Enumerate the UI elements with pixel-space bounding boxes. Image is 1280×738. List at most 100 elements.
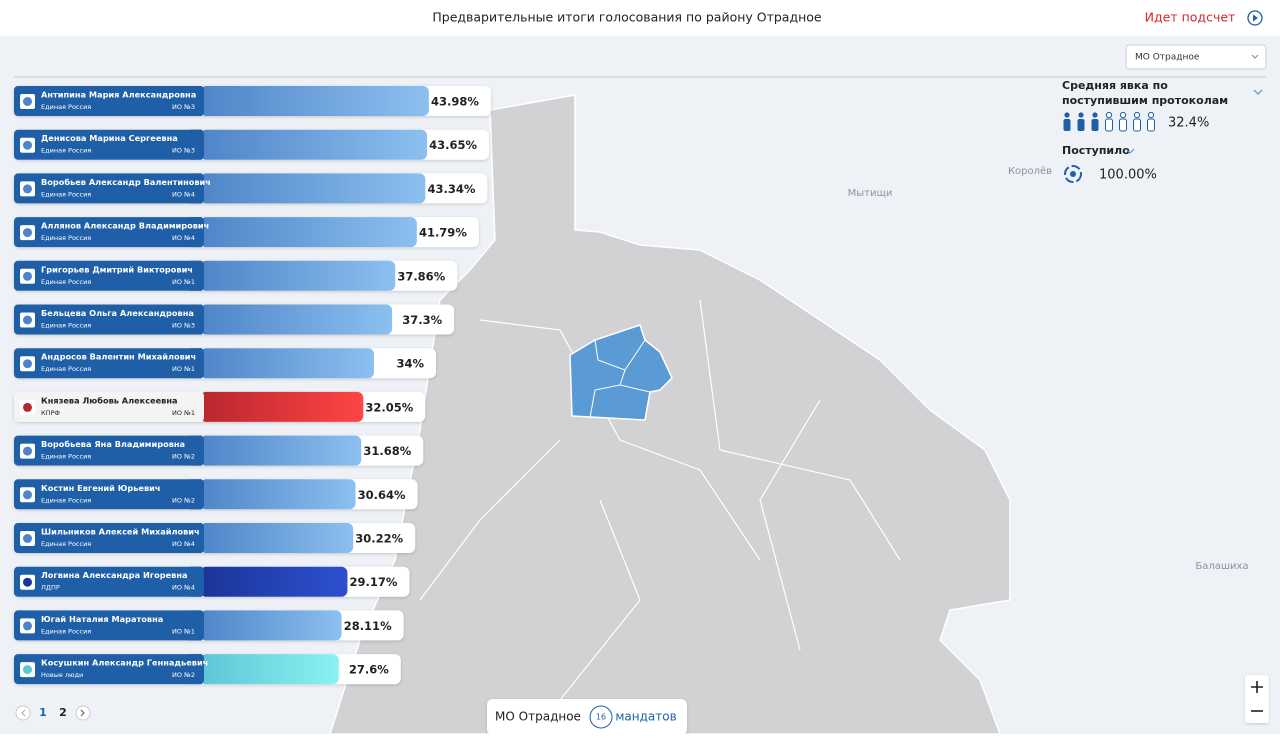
name-block (14, 654, 204, 685)
value-label: 37.3% (402, 313, 442, 327)
page-number[interactable]: 2 (59, 706, 67, 719)
candidate-name: Воробьев Александр Валентинович (41, 177, 211, 187)
name-block-edge (190, 654, 202, 685)
bar (200, 260, 396, 291)
bar (200, 173, 426, 204)
bar (200, 391, 364, 422)
candidate-district: ИО №4 (172, 190, 195, 198)
candidate-party: Единая Россия (41, 540, 91, 548)
candidate-name: Логвина Александра Игоревна (41, 570, 188, 580)
party-logo-mark (23, 665, 32, 675)
chevron[interactable] (1253, 89, 1263, 95)
mandates-count: 16 (596, 713, 606, 722)
candidate-party: Единая Россия (41, 627, 91, 635)
name-block-edge (190, 86, 202, 116)
turnout-icons (1063, 111, 1155, 132)
name-block-edge (190, 610, 202, 641)
bar (200, 348, 374, 379)
candidate-row: Бельцева Ольга Александровна Единая Росси… (14, 304, 455, 335)
bar (200, 479, 356, 510)
party-logo-mark (23, 315, 32, 325)
play-button[interactable] (1247, 10, 1263, 26)
bar (200, 610, 342, 641)
name-block (14, 348, 204, 379)
footer-pill (487, 699, 687, 735)
candidate-party: Единая Россия (41, 322, 91, 330)
candidate-row: Антипина Мария Александровна Единая Росси… (14, 86, 491, 116)
name-block-edge (190, 391, 202, 422)
candidate-district: ИО №1 (172, 278, 195, 286)
candidate-row: Шильников Алексей Михайлович Единая Росси… (14, 523, 416, 553)
bar (200, 304, 393, 335)
candidate-district: ИО №2 (172, 496, 195, 504)
name-block (14, 523, 204, 553)
candidate-row: Воробьев Александр Валентинович Единая Ро… (14, 173, 488, 204)
candidate-name: Денисова Марина Сергеевна (41, 133, 178, 143)
candidate-party: Единая Россия (41, 103, 91, 111)
candidate-name: Югай Наталия Маратовна (41, 614, 163, 624)
next-page[interactable] (75, 705, 91, 721)
candidate-party: Новые люди (41, 671, 83, 679)
name-block (14, 217, 204, 248)
candidate-row: Югай Наталия Маратовна Единая Россия ИО №1… (14, 610, 404, 641)
person-head (1119, 111, 1127, 119)
footer-area: МО Отрадное (495, 710, 581, 724)
candidate-party: ЛДПР (41, 584, 60, 592)
turnout-value: 32.4% (1168, 116, 1209, 131)
party-logo-mark (23, 97, 32, 106)
party-logo-mark (23, 228, 32, 238)
candidate-name: Григорьев Дмитрий Викторович (41, 264, 193, 274)
name-block (14, 86, 204, 116)
candidate-party: КПРФ (41, 409, 60, 417)
person-head (1064, 112, 1070, 118)
bar (200, 129, 428, 160)
candidate-party: Единая Россия (41, 496, 91, 504)
party-logo-mark (23, 271, 32, 281)
value-label: 41.79% (419, 226, 467, 240)
value-label: 43.98% (431, 95, 479, 109)
chevron[interactable] (1125, 148, 1135, 154)
name-block (14, 435, 204, 466)
name-block (14, 391, 204, 422)
name-block (14, 260, 204, 291)
candidate-party: Единая Россия (41, 234, 91, 242)
name-block (14, 566, 204, 597)
person-body (1119, 118, 1127, 132)
area-select[interactable]: МО Отрадное (1125, 44, 1267, 70)
candidate-party: Единая Россия (41, 453, 91, 461)
party-logo-mark (23, 402, 32, 412)
candidate-row: Логвина Александра Игоревна ЛДПР ИО №4 29.1… (14, 566, 410, 597)
candidate-name: Андросов Валентин Михайлович (41, 352, 196, 362)
candidate-party: Единая Россия (41, 365, 91, 373)
prev-page[interactable] (15, 705, 31, 721)
value-label: 27.6% (349, 663, 389, 677)
candidate-name: Косушкин Александр Геннадьевич (41, 658, 208, 668)
candidate-row: Костин Евгений Юрьевич Единая Россия ИО №2… (14, 479, 418, 510)
header (0, 0, 1280, 36)
party-logo-mark (23, 140, 32, 150)
person-body (1147, 118, 1155, 132)
person-head (1078, 112, 1084, 118)
mandates-circle (589, 705, 613, 729)
bar (200, 654, 339, 685)
page-title: Предварительные итоги голосования по рай… (432, 10, 822, 25)
name-block (14, 304, 204, 335)
page-number[interactable]: 1 (39, 706, 47, 719)
bar (200, 435, 362, 466)
candidate-district: ИО №2 (172, 453, 195, 461)
zoom-in[interactable] (1251, 681, 1263, 693)
candidate-row: Аллянов Александр Владимирович Единая Рос… (14, 217, 479, 248)
name-block-edge (190, 435, 202, 466)
name-block-edge (190, 523, 202, 553)
highlighted-district (569, 324, 673, 421)
candidate-district: ИО №1 (172, 365, 195, 373)
bar (200, 566, 348, 597)
value-label: 32.05% (365, 400, 413, 414)
person-body (1077, 119, 1085, 131)
name-block-edge (190, 348, 202, 379)
party-logo-mark (23, 359, 32, 369)
received-title: Поступило (1062, 144, 1130, 157)
name-block-edge (190, 260, 202, 291)
candidate-party: Единая Россия (41, 147, 91, 155)
